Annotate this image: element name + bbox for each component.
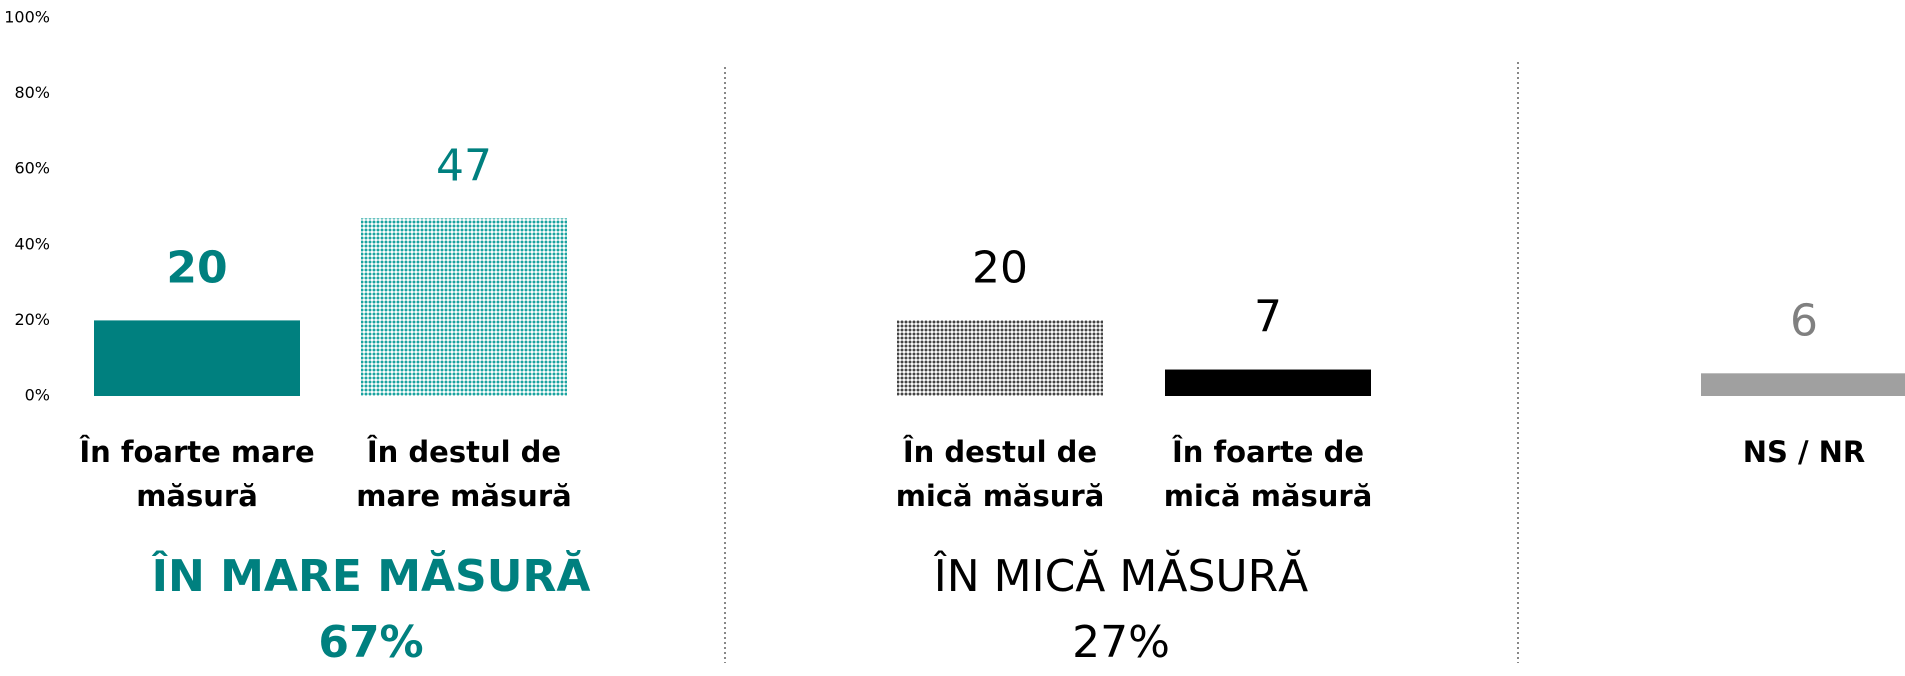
x-tick-label: NS / NR [1742,435,1866,469]
x-tick-label: În foarte de mică măsură [1163,435,1373,513]
value-label: 20 [166,242,227,293]
bar [94,320,300,396]
group-total: 67% [318,617,424,668]
y-tick-label: 100% [4,8,50,27]
bar [361,218,567,396]
y-tick-label: 60% [14,159,50,178]
bar [897,320,1103,396]
value-label: 47 [436,140,492,191]
x-tick-label: În foarte mare măsură [79,435,315,513]
group-title: ÎN MICĂ MĂSURĂ [933,551,1309,602]
x-tick-label: În destul de mare măsură [356,435,572,513]
group-title: ÎN MARE MĂSURĂ [151,551,591,602]
value-label: 6 [1790,295,1818,346]
y-tick-label: 80% [14,83,50,102]
y-tick-label: 40% [14,234,50,253]
bar [1165,369,1371,396]
group-total: 27% [1072,617,1170,668]
x-tick-label: În destul de mică măsură [895,435,1105,513]
value-label: 20 [972,242,1028,293]
y-tick-label: 20% [14,310,50,329]
bar [1701,373,1905,396]
value-label: 7 [1254,292,1282,343]
y-tick-label: 0% [25,386,50,405]
